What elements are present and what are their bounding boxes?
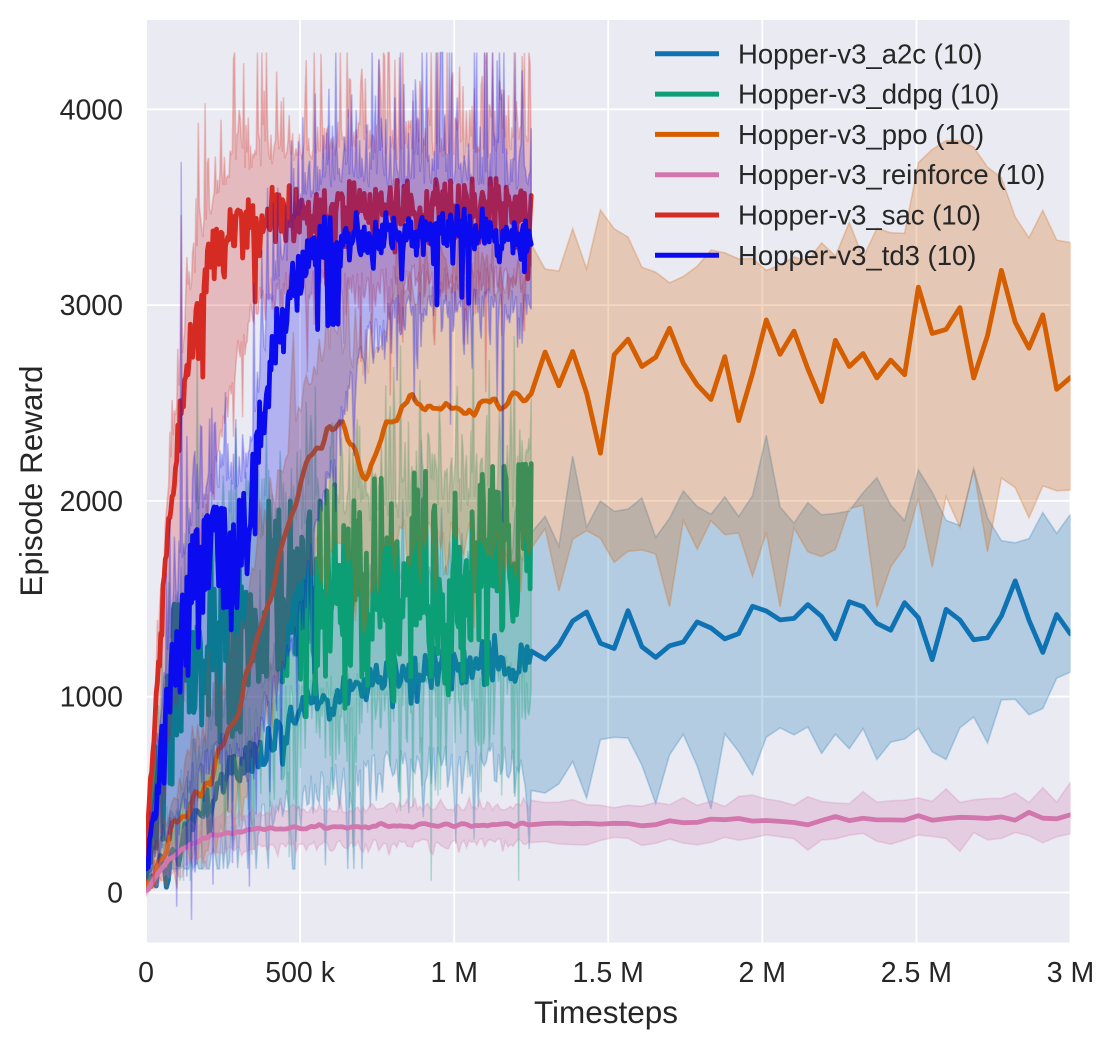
svg-text:Hopper-v3_ppo (10): Hopper-v3_ppo (10) [738, 119, 984, 150]
svg-text:2000: 2000 [60, 486, 123, 518]
svg-text:1000: 1000 [60, 682, 123, 714]
svg-text:0: 0 [107, 878, 123, 910]
svg-text:Timesteps: Timesteps [534, 994, 678, 1030]
svg-text:Hopper-v3_a2c (10): Hopper-v3_a2c (10) [738, 38, 983, 69]
svg-text:Episode Reward: Episode Reward [13, 365, 49, 596]
svg-text:Hopper-v3_reinforce (10): Hopper-v3_reinforce (10) [738, 159, 1045, 190]
svg-text:0: 0 [138, 957, 154, 989]
svg-text:Hopper-v3_td3 (10): Hopper-v3_td3 (10) [738, 240, 976, 271]
svg-text:4000: 4000 [60, 94, 123, 126]
svg-text:1 M: 1 M [430, 957, 478, 989]
svg-text:1.5 M: 1.5 M [573, 957, 644, 989]
svg-text:3000: 3000 [60, 290, 123, 322]
svg-text:2.5 M: 2.5 M [881, 957, 952, 989]
svg-text:500 k: 500 k [265, 957, 335, 989]
svg-text:Hopper-v3_ddpg (10): Hopper-v3_ddpg (10) [738, 79, 999, 110]
svg-text:3 M: 3 M [1047, 957, 1095, 989]
svg-text:Hopper-v3_sac (10): Hopper-v3_sac (10) [738, 200, 981, 231]
svg-text:2 M: 2 M [739, 957, 787, 989]
